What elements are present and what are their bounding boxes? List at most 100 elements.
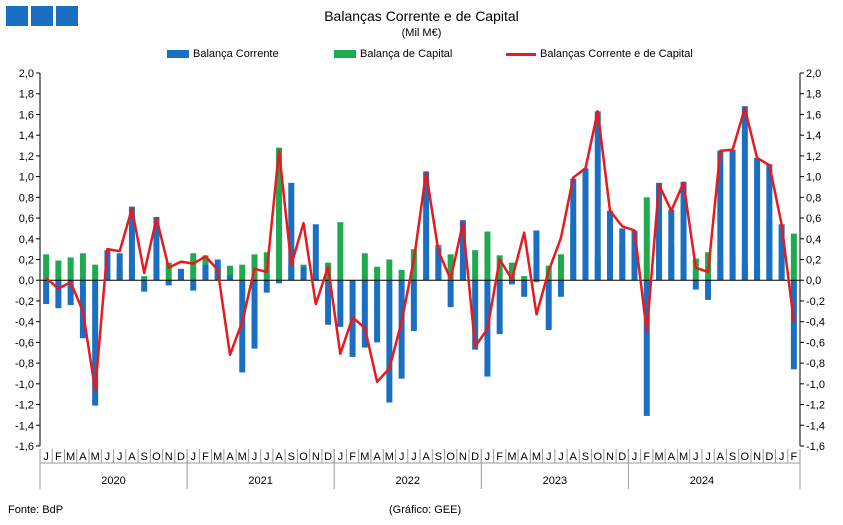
bar-balanca-corrente [104, 250, 111, 281]
bar-balanca-capital [398, 269, 405, 281]
bar-balanca-corrente [459, 220, 466, 281]
bar-balanca-corrente [435, 248, 442, 281]
bar-balanca-corrente [668, 209, 675, 281]
x-year-label: 2024 [690, 475, 714, 487]
logo-square-2 [31, 6, 53, 26]
legend-swatch-balanca-corrente [167, 50, 189, 58]
x-month-label: J [485, 451, 491, 463]
y-tick-label-right: 0,4 [806, 234, 821, 246]
x-month-label: J [779, 451, 785, 463]
bar-balanca-corrente [386, 280, 393, 403]
y-tick-label-left: -0,2 [15, 296, 34, 308]
bar-balanca-capital [533, 280, 540, 283]
x-month-label: N [606, 451, 614, 463]
x-month-label: S [729, 451, 736, 463]
bar-balanca-corrente [607, 210, 613, 281]
x-month-label: J [558, 451, 564, 463]
bar-balanca-capital [508, 262, 515, 281]
source-note: Fonte: BdP [8, 504, 64, 516]
x-month-label: D [177, 451, 185, 463]
y-tick-label-right: 1,6 [806, 109, 821, 121]
x-month-label: N [459, 451, 467, 463]
y-tick-label-right: 0,0 [806, 275, 821, 287]
x-month-label: J [693, 451, 699, 463]
bar-balanca-capital [472, 250, 479, 281]
y-tick-label-right: 0,2 [806, 255, 821, 267]
x-month-label: D [618, 451, 626, 463]
x-month-label: A [570, 451, 578, 463]
bar-balanca-corrente [594, 111, 601, 281]
legend-swatch-balancas-total [506, 52, 536, 56]
bar-balanca-corrente [398, 280, 405, 379]
x-month-label: A [373, 451, 381, 463]
y-tick-label-left: 2,0 [19, 68, 34, 80]
bar-balanca-corrente [741, 106, 748, 281]
brand-logo [6, 6, 78, 26]
chart-legend: Balança Corrente Balança de Capital Bala… [0, 48, 843, 64]
bar-balanca-corrente [790, 280, 797, 370]
bar-balanca-capital [276, 147, 283, 281]
bar-balanca-capital [790, 233, 797, 281]
bar-balanca-corrente [410, 280, 417, 331]
bar-balanca-corrente [337, 280, 344, 327]
bar-balanca-capital [337, 222, 344, 281]
y-tick-label-left: -1,0 [15, 379, 34, 391]
bar-balanca-corrente [67, 280, 74, 306]
x-month-label: D [324, 451, 332, 463]
x-month-label: N [165, 451, 173, 463]
y-tick-label-left: 0,2 [19, 255, 34, 267]
bar-balanca-capital [447, 254, 454, 281]
legend-label-balanca-capital: Balança de Capital [360, 48, 453, 60]
bar-balanca-capital [79, 253, 86, 281]
x-year-label: 2020 [101, 475, 125, 487]
bar-balanca-corrente [472, 280, 479, 350]
bar-balanca-corrente [361, 280, 368, 348]
y-tick-label-right: -0,6 [806, 337, 825, 349]
chart-title: Balanças Corrente e de Capital [324, 8, 519, 24]
y-tick-label-right: -0,2 [806, 296, 825, 308]
x-month-label: M [91, 451, 100, 463]
x-month-label: A [128, 451, 136, 463]
bar-balanca-corrente [141, 280, 148, 292]
bar-balanca-corrente [533, 230, 540, 281]
bar-balanca-corrente [128, 206, 135, 281]
bar-balanca-corrente [251, 280, 258, 349]
x-month-label: J [705, 451, 711, 463]
x-month-label: M [507, 451, 516, 463]
y-tick-label-right: -1,2 [806, 400, 825, 412]
y-tick-label-right: 1,0 [806, 172, 821, 184]
bar-balanca-corrente [643, 280, 650, 416]
x-month-label: A [275, 451, 283, 463]
x-month-label: J [399, 451, 405, 463]
y-tick-label-right: -1,6 [806, 441, 825, 453]
bar-balanca-corrente [521, 280, 528, 297]
x-year-label: 2023 [543, 475, 567, 487]
bar-balanca-corrente [325, 280, 332, 325]
bar-balanca-capital [165, 262, 172, 281]
y-tick-label-left: -1,6 [15, 441, 34, 453]
bar-balanca-capital [92, 264, 99, 281]
y-tick-label-right: 1,4 [806, 130, 821, 142]
x-month-label: D [471, 451, 479, 463]
x-month-label: F [202, 451, 209, 463]
logo-square-1 [6, 6, 28, 26]
bar-balanca-corrente [778, 224, 785, 281]
x-month-label: O [299, 451, 308, 463]
x-month-label: O [593, 451, 602, 463]
bar-balanca-corrente [202, 264, 209, 281]
legend-item-balanca-capital: Balança de Capital [334, 48, 452, 60]
x-month-label: F [349, 451, 356, 463]
bar-balanca-corrente [300, 266, 307, 281]
logo-square-3 [56, 6, 78, 26]
bar-balanca-capital [361, 253, 368, 281]
x-month-label: M [679, 451, 688, 463]
bar-balanca-corrente [717, 150, 724, 281]
bar-balanca-corrente [557, 280, 564, 297]
bar-balanca-capital [67, 257, 74, 281]
x-month-label: F [643, 451, 650, 463]
bar-balanca-corrente [705, 280, 712, 300]
y-tick-label-left: 1,0 [19, 172, 34, 184]
x-month-label: D [765, 451, 773, 463]
x-month-label: M [532, 451, 541, 463]
x-month-label: F [791, 451, 798, 463]
